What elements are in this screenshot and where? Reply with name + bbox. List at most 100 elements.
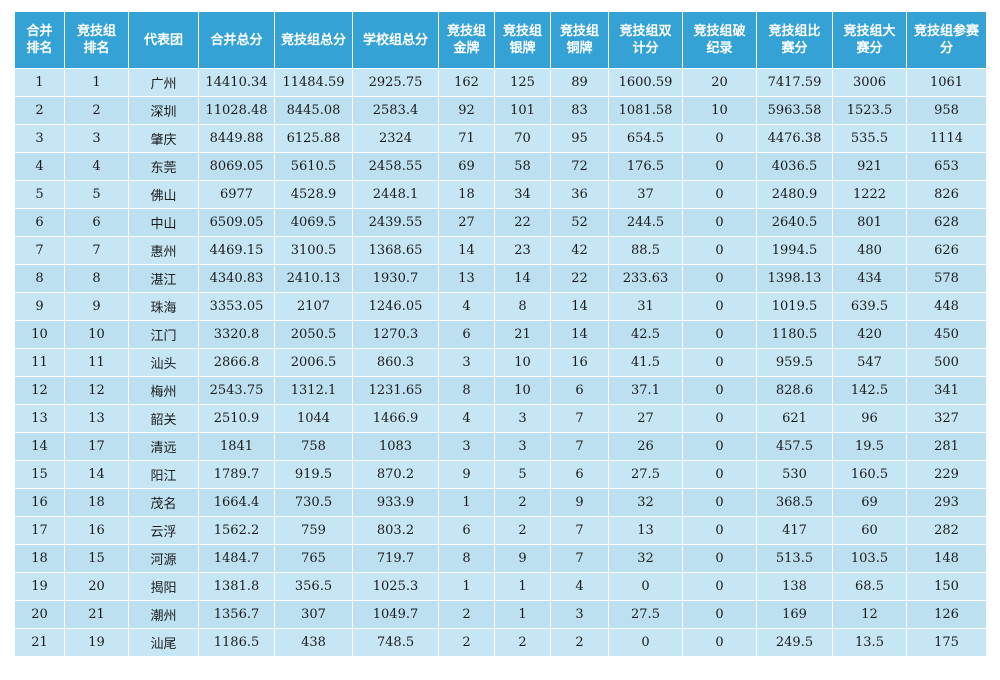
table-cell: 4340.83 xyxy=(198,264,275,293)
table-cell: 6 xyxy=(550,376,609,405)
table-cell: 13 xyxy=(64,404,129,433)
table-cell: 1523.5 xyxy=(832,96,907,125)
table-cell: 434 xyxy=(832,264,907,293)
table-cell: 142.5 xyxy=(832,376,907,405)
table-cell: 1246.05 xyxy=(352,292,439,321)
table-cell: 37.1 xyxy=(608,376,683,405)
table-cell: 2 xyxy=(494,488,551,517)
table-cell: 7 xyxy=(64,236,129,265)
table-cell: 0 xyxy=(682,152,757,181)
table-cell: 2006.5 xyxy=(274,348,353,377)
table-cell: 1994.5 xyxy=(756,236,833,265)
table-cell: 0 xyxy=(608,572,683,601)
table-cell: 933.9 xyxy=(352,488,439,517)
table-cell: 3006 xyxy=(832,68,907,97)
table-cell: 5 xyxy=(494,460,551,489)
column-header: 竞技组铜牌 xyxy=(550,11,609,69)
table-cell: 13 xyxy=(438,264,495,293)
table-cell: 828.6 xyxy=(756,376,833,405)
table-cell: 22 xyxy=(550,264,609,293)
table-cell: 4 xyxy=(438,292,495,321)
table-cell: 2410.13 xyxy=(274,264,353,293)
table-cell: 2543.75 xyxy=(198,376,275,405)
table-cell: 1186.5 xyxy=(198,628,275,657)
table-cell: 639.5 xyxy=(832,292,907,321)
table-cell: 8 xyxy=(14,264,65,293)
table-cell: 959.5 xyxy=(756,348,833,377)
table-cell: 826 xyxy=(906,180,987,209)
table-cell: 18 xyxy=(14,544,65,573)
table-cell: 60 xyxy=(832,516,907,545)
table-cell: 16 xyxy=(64,516,129,545)
column-header: 合并排名 xyxy=(14,11,65,69)
table-cell: 654.5 xyxy=(608,124,683,153)
table-cell: 6 xyxy=(438,516,495,545)
table-cell: 21 xyxy=(494,320,551,349)
table-row: 8 8 湛江 4340.83 2410.13 1930.7 13 14 22 233.63 0 139… xyxy=(14,264,987,293)
table-cell: 307 xyxy=(274,600,353,629)
table-cell: 7 xyxy=(550,432,609,461)
table-cell: 7 xyxy=(550,544,609,573)
table-cell: 758 xyxy=(274,432,353,461)
table-cell: 293 xyxy=(906,488,987,517)
table-cell: 2448.1 xyxy=(352,180,439,209)
table-cell: 480 xyxy=(832,236,907,265)
table-cell: 513.5 xyxy=(756,544,833,573)
table-cell: 89 xyxy=(550,68,609,97)
table-cell: 6977 xyxy=(198,180,275,209)
table-cell: 2 xyxy=(494,628,551,657)
table-cell: 4 xyxy=(438,404,495,433)
table-cell: 281 xyxy=(906,432,987,461)
table-cell: 3100.5 xyxy=(274,236,353,265)
table-cell: 83 xyxy=(550,96,609,125)
table-row: 2 2 深圳 11028.48 8445.08 2583.4 92 101 83 1081.58 1… xyxy=(14,96,987,125)
table-cell: 1356.7 xyxy=(198,600,275,629)
table-row: 11 11 汕头 2866.8 2006.5 860.3 3 10 16 41.5 0 959.5 54… xyxy=(14,348,987,377)
team-name-cell: 惠州 xyxy=(128,236,199,265)
table-cell: 0 xyxy=(682,208,757,237)
table-cell: 1398.13 xyxy=(756,264,833,293)
table-cell: 0 xyxy=(682,432,757,461)
table-cell: 12 xyxy=(832,600,907,629)
table-cell: 0 xyxy=(682,376,757,405)
table-cell: 5 xyxy=(64,180,129,209)
table-cell: 126 xyxy=(906,600,987,629)
table-cell: 11484.59 xyxy=(274,68,353,97)
table-cell: 7417.59 xyxy=(756,68,833,97)
table-cell: 1 xyxy=(494,572,551,601)
table-cell: 1114 xyxy=(906,124,987,153)
table-cell: 921 xyxy=(832,152,907,181)
team-name-cell: 珠海 xyxy=(128,292,199,321)
table-cell: 42 xyxy=(550,236,609,265)
table-cell: 8445.08 xyxy=(274,96,353,125)
table-cell: 3 xyxy=(494,432,551,461)
table-cell: 3 xyxy=(64,124,129,153)
table-cell: 2 xyxy=(438,600,495,629)
table-cell: 1 xyxy=(14,68,65,97)
column-header: 竞技组银牌 xyxy=(494,11,551,69)
table-cell: 23 xyxy=(494,236,551,265)
ranking-table-container: 合并排名 竞技组排名 代表团 合并总分 竞技组总分 学校组总分 竞技组金牌 竞技组银牌 竞技组铜… xyxy=(14,11,987,657)
table-cell: 765 xyxy=(274,544,353,573)
table-cell: 17 xyxy=(14,516,65,545)
table-row: 12 12 梅州 2543.75 1312.1 1231.65 8 10 6 37.1 0 828.6… xyxy=(14,376,987,405)
column-header: 竞技组破纪录 xyxy=(682,11,757,69)
column-header: 合并总分 xyxy=(198,11,275,69)
team-name-cell: 广州 xyxy=(128,68,199,97)
table-cell: 653 xyxy=(906,152,987,181)
table-cell: 72 xyxy=(550,152,609,181)
team-name-cell: 汕头 xyxy=(128,348,199,377)
team-name-cell: 阳江 xyxy=(128,460,199,489)
table-cell: 22 xyxy=(494,208,551,237)
table-cell: 14 xyxy=(438,236,495,265)
team-name-cell: 湛江 xyxy=(128,264,199,293)
table-cell: 628 xyxy=(906,208,987,237)
table-cell: 2324 xyxy=(352,124,439,153)
table-cell: 71 xyxy=(438,124,495,153)
table-cell: 58 xyxy=(494,152,551,181)
table-cell: 3320.8 xyxy=(198,320,275,349)
table-cell: 2583.4 xyxy=(352,96,439,125)
table-cell: 244.5 xyxy=(608,208,683,237)
table-cell: 759 xyxy=(274,516,353,545)
table-cell: 438 xyxy=(274,628,353,657)
